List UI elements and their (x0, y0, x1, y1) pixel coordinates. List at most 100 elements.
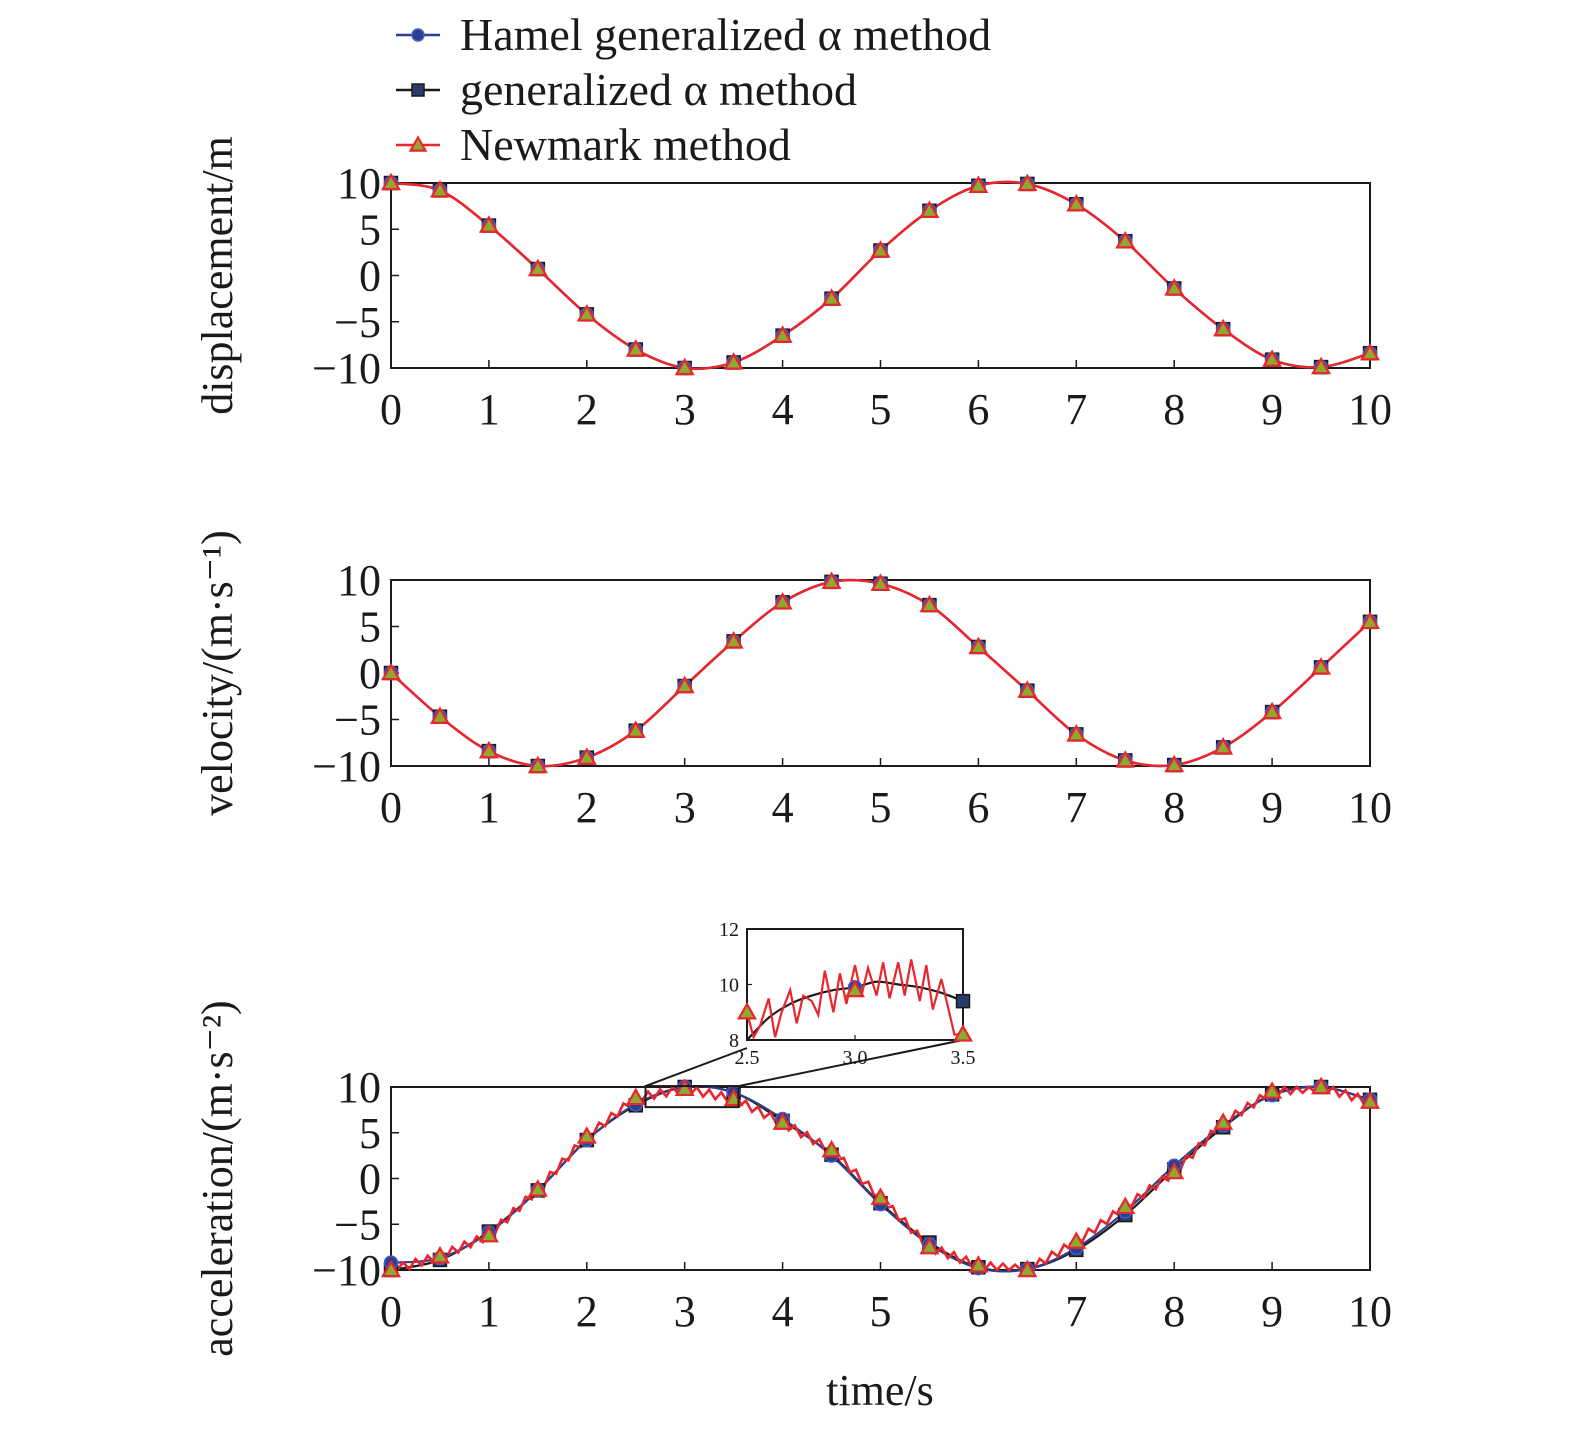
x-tick-label: 3 (674, 783, 696, 832)
inset-data-point (955, 993, 971, 1009)
data-point-newmark (772, 1112, 793, 1130)
x-tick-label: 5 (870, 783, 892, 832)
y-axis-label: displacement/m (193, 136, 242, 415)
legend-marker-circle (411, 28, 425, 42)
x-tick-label: 8 (1163, 385, 1185, 434)
data-point-newmark (1262, 701, 1283, 720)
inset-newmark-line (747, 959, 963, 1040)
data-point-newmark (1213, 1112, 1234, 1130)
zoom-connector (738, 1039, 964, 1088)
panel-3: 0 1 2 3 4 5 6 7 8 9 10−10−50510acceleration/(m·s⁻²… (193, 919, 1392, 1357)
x-tick-label: 8 (1163, 1287, 1185, 1336)
inset-data-point (952, 1024, 974, 1042)
x-tick-label: 2 (576, 1287, 598, 1336)
inset: 2.5 3.0 3.5 8 10 12 (644, 919, 976, 1109)
data-point-newmark (968, 1255, 989, 1273)
inset-x-tick-label: 3.0 (843, 1047, 868, 1069)
data-point-newmark (478, 1224, 499, 1243)
legend-label: Hamel generalized α method (460, 9, 991, 60)
x-tick-label: 4 (772, 1287, 794, 1336)
data-point-newmark (1213, 737, 1234, 755)
data-point-newmark (527, 1179, 548, 1197)
data-point-newmark (723, 352, 744, 370)
x-tick-label: 7 (1065, 783, 1087, 832)
y-tick-label: 10 (337, 556, 381, 605)
data-point-newmark (1017, 173, 1038, 192)
data-point-newmark (1115, 1196, 1136, 1215)
y-tick-label: 5 (359, 603, 381, 652)
inset-y-tick-label: 8 (729, 1030, 739, 1052)
data-point-newmark (968, 175, 989, 193)
data-point-newmark (576, 304, 597, 322)
data-point-newmark (1359, 342, 1381, 361)
inset-data-point (844, 979, 866, 998)
x-tick-label: 3 (674, 1287, 696, 1336)
data-point-newmark (625, 339, 646, 357)
x-tick-label: 1 (478, 1287, 500, 1336)
data-point-newmark (968, 636, 989, 655)
y-tick-label: 10 (337, 159, 381, 208)
y-axis-label: acceleration/(m·s⁻²) (193, 1000, 242, 1356)
x-tick-label: 9 (1261, 1287, 1283, 1336)
y-tick-label: −5 (334, 298, 381, 347)
data-point-newmark (674, 1078, 695, 1097)
data-point-newmark (919, 1236, 940, 1255)
data-point-newmark (1017, 1259, 1038, 1278)
zoom-region (644, 1085, 740, 1109)
inset-y-tick-label: 12 (719, 919, 739, 941)
y-tick-label: 5 (359, 205, 381, 254)
x-tick-label: 5 (870, 385, 892, 434)
zoom-connector (645, 1047, 748, 1088)
x-tick-label: 9 (1261, 783, 1283, 832)
data-point-newmark (380, 172, 402, 191)
data-point-newmark (1017, 680, 1038, 698)
legend-label: generalized α method (460, 64, 857, 115)
data-point-newmark (527, 755, 548, 774)
data-point-newmark (772, 325, 793, 343)
inset-y-tick-label: 10 (719, 975, 739, 997)
x-tick-label: 3 (674, 385, 696, 434)
data-point-newmark (1262, 1081, 1283, 1099)
data-point-newmark (1262, 349, 1283, 367)
data-point-newmark (576, 747, 597, 765)
y-tick-label: −10 (312, 742, 381, 791)
x-tick-label: 9 (1261, 385, 1283, 434)
y-tick-label: 0 (359, 252, 381, 301)
x-tick-label: 1 (478, 385, 500, 434)
x-tick-label: 6 (967, 1287, 989, 1336)
data-point-newmark (380, 662, 402, 681)
data-point-newmark (478, 740, 499, 759)
data-point-newmark (380, 1259, 402, 1278)
data-point-newmark (674, 357, 695, 376)
data-point-newmark (870, 1187, 891, 1205)
data-point-newmark (478, 215, 499, 233)
data-point-newmark (1311, 1076, 1332, 1095)
data-point-newmark (1164, 754, 1185, 773)
y-tick-label: 5 (359, 1109, 381, 1158)
series-markers (380, 1076, 1381, 1278)
data-point-newmark (1213, 318, 1234, 337)
x-tick-label: 6 (967, 385, 989, 434)
x-tick-label: 10 (1348, 385, 1392, 434)
legend-label: Newmark method (460, 119, 791, 170)
data-point-newmark (674, 675, 695, 694)
data-point-newmark (576, 1126, 597, 1144)
data-point-newmark (625, 1087, 646, 1106)
data-point-newmark (625, 720, 646, 738)
data-point-newmark (919, 200, 940, 218)
inset-x-tick-label: 3.5 (951, 1047, 976, 1069)
y-tick-label: −5 (334, 1200, 381, 1249)
x-tick-label: 10 (1348, 1287, 1392, 1336)
data-point-newmark (723, 631, 744, 649)
data-point-newmark (1164, 278, 1185, 296)
x-tick-label: 2 (576, 783, 598, 832)
data-point-newmark (1115, 230, 1136, 249)
data-point-newmark (1359, 611, 1381, 630)
data-point-newmark (1066, 724, 1087, 742)
legend-item: generalized α method (396, 64, 857, 115)
data-point-newmark (1115, 750, 1136, 768)
data-point-newmark (1164, 1161, 1185, 1180)
